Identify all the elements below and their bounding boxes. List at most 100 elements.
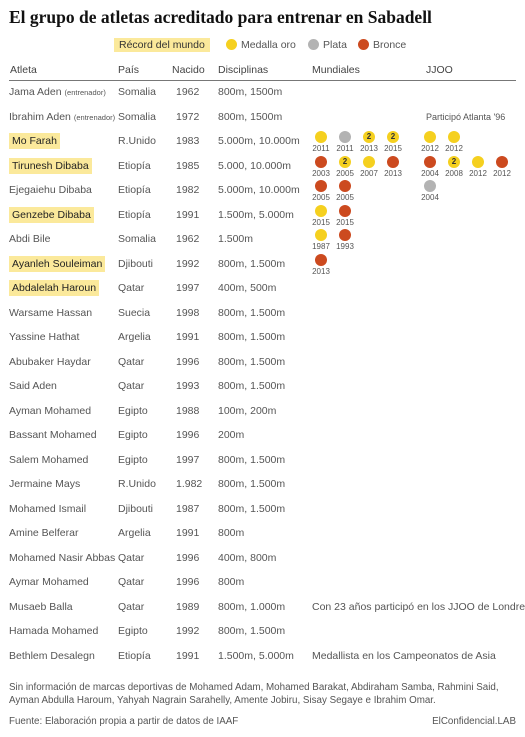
bronze-medal: 2005 xyxy=(309,180,333,203)
athlete-disciplines: 1.500m, 5.000m xyxy=(218,649,294,662)
gold-medal-icon: 2 xyxy=(387,131,399,143)
athlete-name: Said Aden xyxy=(9,380,57,392)
legend-silver: Plata xyxy=(308,38,347,52)
bronze-medal: 2015 xyxy=(333,204,357,228)
athlete-country: Qatar xyxy=(118,600,145,613)
table-row: Amine Belferar Argelia 1991 800m xyxy=(0,522,525,547)
header-mundiales: Mundiales xyxy=(312,64,360,76)
athletes-table: Jama Aden (entrenador) Somalia 1962 800m, 15… xyxy=(0,81,525,669)
bronze-medal: 2013 xyxy=(381,155,405,179)
header-jjoo: JJOO xyxy=(426,64,453,76)
medal-year: 2013 xyxy=(312,266,330,276)
athlete-disciplines: 800m, 1.500m xyxy=(218,453,286,466)
athlete-disciplines: 800m, 1.500m xyxy=(218,478,286,490)
athlete-name: Musaeb Balla xyxy=(9,600,73,613)
athlete-birth-year: 1997 xyxy=(176,282,200,294)
athlete-country: Qatar xyxy=(118,551,145,564)
athlete-birth-year: 1996 xyxy=(176,429,200,441)
athlete-name: Amine Belferar xyxy=(9,527,79,539)
table-row: Said Aden Qatar 1993 800m, 1.500m xyxy=(0,375,525,400)
bronze-medal-icon xyxy=(339,229,351,241)
athlete-birth-year: 1992 xyxy=(176,257,200,270)
athlete-country: Etiopía xyxy=(118,159,151,172)
athlete-role-note: (entrenador) xyxy=(73,112,116,122)
athlete-achievement-note: Con 23 años participó en los JJOO de Lon… xyxy=(312,600,525,613)
athlete-birth-year: 1991 xyxy=(176,649,200,662)
legend-gold: Medalla oro xyxy=(226,38,296,52)
medal-year: 1993 xyxy=(336,242,354,251)
athlete-name: Ayman Mohamed xyxy=(9,404,92,417)
medal-year: 2011 xyxy=(336,144,354,153)
athlete-country: Etiopía xyxy=(118,184,151,196)
bronze-medal-icon xyxy=(315,155,327,168)
silver-medal-icon xyxy=(308,39,319,50)
medal-year: 2012 xyxy=(493,168,511,178)
athlete-disciplines: 800m, 1.500m xyxy=(218,380,286,392)
athlete-name: Ibrahim Aden (entrenador) xyxy=(9,110,116,123)
bronze-medal-icon xyxy=(387,155,399,168)
athlete-birth-year: 1988 xyxy=(176,404,200,417)
athlete-country: Somalia xyxy=(118,110,156,123)
table-row: Genzebe Dibaba Etiopía 1991 1.500m, 5.000m 2… xyxy=(0,204,525,229)
medal-year: 2013 xyxy=(384,168,402,178)
athlete-name: Salem Mohamed xyxy=(9,453,89,466)
athlete-birth-year: 1982 xyxy=(176,184,200,196)
athlete-name: Jermaine Mays xyxy=(9,478,81,490)
table-row: Mo Farah R.Unido 1983 5.000m, 10.000m 2011 20… xyxy=(0,130,525,155)
athlete-disciplines: 100m, 200m xyxy=(218,404,277,417)
athlete-disciplines: 800m, 1.500m xyxy=(218,331,286,343)
bronze-medal: 2005 xyxy=(333,180,357,203)
gold-medal: 2007 xyxy=(357,155,381,179)
gold-medal-icon xyxy=(315,131,327,143)
athlete-country: Egipto xyxy=(118,429,148,441)
gold-medal: 2 2005 xyxy=(333,155,357,179)
table-row: Ejegaiehu Dibaba Etiopía 1982 5.000m, 10.00… xyxy=(0,179,525,204)
athlete-country: Qatar xyxy=(118,355,145,368)
athlete-name: Abdalelah Haroun xyxy=(9,280,100,296)
athlete-role-note: (entrenador) xyxy=(64,88,106,97)
athlete-country: Etiopía xyxy=(118,208,151,221)
silver-medal: 2004 xyxy=(418,180,442,203)
athlete-name: Abdi Bile xyxy=(9,233,51,245)
athlete-country: Etiopía xyxy=(118,649,151,662)
table-row: Jama Aden (entrenador) Somalia 1962 800m, 15… xyxy=(0,81,525,106)
gold-medal-icon xyxy=(448,131,460,143)
athlete-disciplines: 800m, 1.500m xyxy=(218,625,286,637)
gold-medal: 2 2015 xyxy=(381,131,405,154)
athlete-birth-year: 1996 xyxy=(176,551,200,564)
athlete-country: Egipto xyxy=(118,404,148,417)
athlete-disciplines: 800m, 1.000m xyxy=(218,600,286,613)
gold-medal-icon xyxy=(226,39,237,50)
athlete-country: Egipto xyxy=(118,625,148,637)
brand-logo: ElConfidencial.LAB xyxy=(432,716,516,727)
athlete-birth-year: 1991 xyxy=(176,527,200,539)
athlete-country: Argelia xyxy=(118,527,151,539)
table-row: Salem Mohamed Egipto 1997 800m, 1.500m xyxy=(0,449,525,474)
athlete-country: R.Unido xyxy=(118,135,156,147)
athlete-country: Somalia xyxy=(118,86,156,98)
gold-medal-icon xyxy=(315,229,327,241)
bronze-medal-icon xyxy=(424,155,436,168)
athlete-country: Qatar xyxy=(118,576,145,588)
table-row: Abdalelah Haroun Qatar 1997 400m, 500m xyxy=(0,277,525,302)
medal-year: 1987 xyxy=(312,242,330,251)
header-disciplinas: Disciplinas xyxy=(218,64,269,76)
athlete-birth-year: 1991 xyxy=(176,208,200,221)
athlete-country: Argelia xyxy=(118,331,151,343)
athlete-name: Ejegaiehu Dibaba xyxy=(9,184,92,196)
athlete-birth-year: 1996 xyxy=(176,576,200,588)
gold-medal-icon: 2 xyxy=(448,155,460,168)
athlete-birth-year: 1998 xyxy=(176,306,200,319)
athlete-country: Qatar xyxy=(118,282,145,294)
athlete-disciplines: 800m, 1500m xyxy=(218,110,283,123)
athlete-birth-year: 1962 xyxy=(176,233,200,245)
athlete-birth-year: 1.982 xyxy=(176,478,203,490)
table-row: Hamada Mohamed Egipto 1992 800m, 1.500m xyxy=(0,620,525,645)
gold-medal: 2012 xyxy=(442,131,466,154)
table-row: Warsame Hassan Suecia 1998 800m, 1.500m xyxy=(0,302,525,327)
table-header: Atleta País Nacido Disciplinas Mundiales… xyxy=(0,64,525,78)
gold-medal: 2 2013 xyxy=(357,131,381,154)
athlete-name: Bassant Mohamed xyxy=(9,429,97,441)
source: Fuente: Elaboración propia a partir de d… xyxy=(9,716,239,727)
gold-medal-icon: 2 xyxy=(363,131,375,143)
